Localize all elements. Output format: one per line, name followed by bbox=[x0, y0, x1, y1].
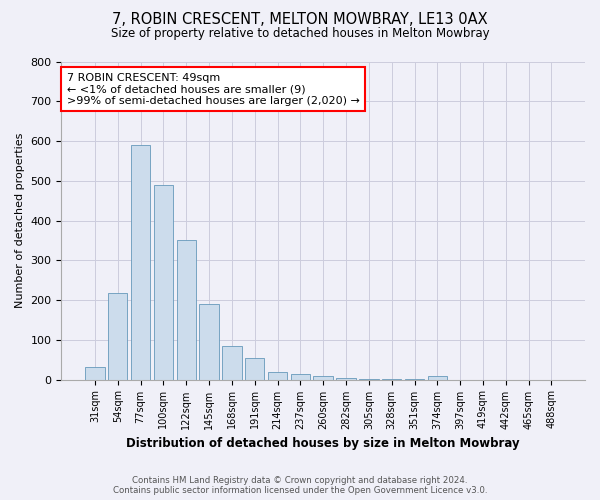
Bar bbox=[131, 145, 150, 380]
Bar bbox=[108, 293, 127, 380]
Bar bbox=[85, 367, 104, 380]
Bar bbox=[154, 185, 173, 380]
Bar bbox=[290, 374, 310, 380]
Bar bbox=[313, 376, 333, 380]
X-axis label: Distribution of detached houses by size in Melton Mowbray: Distribution of detached houses by size … bbox=[127, 437, 520, 450]
Y-axis label: Number of detached properties: Number of detached properties bbox=[15, 133, 25, 308]
Bar bbox=[176, 240, 196, 380]
Bar bbox=[359, 379, 379, 380]
Text: 7 ROBIN CRESCENT: 49sqm
← <1% of detached houses are smaller (9)
>99% of semi-de: 7 ROBIN CRESCENT: 49sqm ← <1% of detache… bbox=[67, 72, 359, 106]
Bar bbox=[428, 376, 447, 380]
Bar bbox=[199, 304, 219, 380]
Text: 7, ROBIN CRESCENT, MELTON MOWBRAY, LE13 0AX: 7, ROBIN CRESCENT, MELTON MOWBRAY, LE13 … bbox=[112, 12, 488, 28]
Bar bbox=[268, 372, 287, 380]
Text: Contains HM Land Registry data © Crown copyright and database right 2024.
Contai: Contains HM Land Registry data © Crown c… bbox=[113, 476, 487, 495]
Text: Size of property relative to detached houses in Melton Mowbray: Size of property relative to detached ho… bbox=[110, 28, 490, 40]
Bar bbox=[222, 346, 242, 380]
Bar bbox=[405, 379, 424, 380]
Bar bbox=[245, 358, 265, 380]
Bar bbox=[382, 379, 401, 380]
Bar bbox=[337, 378, 356, 380]
